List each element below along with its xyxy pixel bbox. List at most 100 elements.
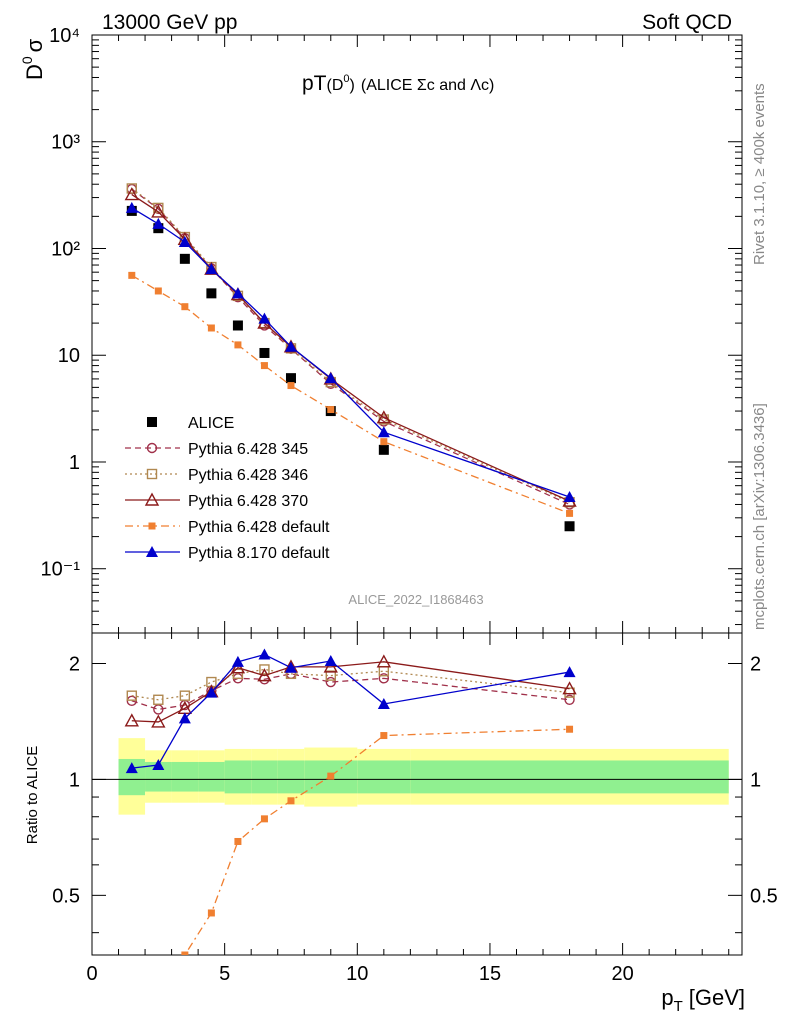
data-point	[154, 287, 162, 295]
data-point	[128, 271, 136, 279]
data-point	[152, 217, 165, 229]
data-point	[181, 303, 189, 311]
y-tick-label: 10³	[51, 132, 80, 154]
analysis-watermark: ALICE_2022_I1868463	[348, 592, 483, 607]
series-p345	[126, 183, 575, 510]
data-point	[258, 312, 271, 324]
legend-item-p346: Pythia 6.428 346	[125, 467, 308, 484]
data-point	[205, 263, 218, 275]
data-point	[234, 837, 242, 845]
y-tick-label: 10²	[51, 238, 80, 260]
data-point	[377, 426, 390, 438]
data-point	[144, 492, 160, 506]
header-right: Soft QCD	[642, 11, 732, 34]
side-text-mcplots: mcplots.cern.ch [arXiv:1306.3436]	[751, 403, 768, 630]
data-point	[148, 522, 156, 530]
data-point	[260, 815, 268, 823]
data-point	[152, 759, 165, 771]
data-point	[377, 697, 390, 709]
y-tick-label: 1	[69, 452, 80, 474]
series-line	[131, 207, 570, 498]
band-inner-segment	[410, 760, 729, 794]
ratio-y-tick-label: 2	[69, 653, 80, 675]
header-left: 13000 GeV pp	[102, 11, 237, 34]
band-inner-segment	[171, 761, 199, 792]
data-point	[178, 712, 191, 724]
data-point	[181, 951, 189, 955]
x-axis-label: pT [GeV]	[661, 985, 745, 1015]
series-line	[131, 274, 570, 514]
data-point	[259, 347, 270, 358]
ratio-line	[131, 673, 570, 711]
data-point	[146, 468, 158, 480]
band-inner-segment	[198, 761, 225, 792]
data-point	[325, 676, 336, 688]
data-point	[563, 666, 576, 678]
data-point	[284, 661, 297, 673]
data-point	[205, 686, 218, 698]
data-point	[231, 655, 244, 667]
data-point	[207, 909, 215, 917]
data-point	[179, 253, 190, 264]
legend-label: Pythia 6.428 345	[188, 441, 308, 458]
legend-label: Pythia 8.170 default	[188, 545, 330, 562]
side-text-rivet: Rivet 3.1.10, ≥ 400k events	[751, 83, 768, 265]
data-point	[257, 668, 272, 682]
x-tick-label: 0	[86, 963, 97, 985]
data-point	[376, 410, 392, 424]
ratio-y-tick-label: 0.5	[52, 885, 80, 907]
ratio-line	[131, 653, 570, 769]
ratio-series-p370	[124, 654, 577, 728]
legend-label: Pythia 6.428 default	[188, 519, 330, 536]
legend-item-p345: Pythia 6.428 345	[125, 441, 308, 458]
series-p346	[126, 183, 575, 508]
data-point	[324, 655, 337, 667]
legend-label: ALICE	[188, 415, 234, 432]
data-point	[562, 681, 577, 695]
data-point	[323, 659, 338, 673]
ratio-y-tick-label-right: 0.5	[750, 885, 778, 907]
data-point	[564, 694, 575, 705]
band-inner-segment	[251, 760, 278, 794]
ratio-y-tick-label: 1	[69, 769, 80, 791]
ratio-y-tick-label-right: 1	[750, 769, 761, 791]
x-tick-label: 15	[479, 963, 501, 985]
data-point	[178, 236, 191, 248]
data-point	[125, 762, 138, 774]
legend-item-p8def: Pythia 8.170 default	[125, 545, 330, 562]
legend-label: Pythia 6.428 346	[188, 467, 308, 484]
data-point	[126, 690, 137, 701]
data-point	[147, 417, 157, 427]
plot-title: pT(D0) (ALICE Σc and Λc)	[302, 72, 494, 95]
ratio-series-p6def	[181, 725, 574, 955]
legend-item-p370: Pythia 6.428 370	[125, 492, 308, 510]
data-point	[124, 187, 139, 201]
data-point	[327, 406, 335, 414]
data-point	[232, 668, 244, 680]
ratio-y-axis-label: Ratio to ALICE	[24, 746, 41, 844]
data-point	[124, 713, 139, 727]
ratio-line	[131, 668, 570, 701]
band-inner-segment	[224, 760, 252, 794]
data-point	[325, 670, 336, 681]
data-point	[327, 772, 335, 780]
series-p8def	[125, 201, 576, 502]
reference-band	[92, 738, 742, 815]
data-point	[378, 444, 389, 455]
ratio-series-p345	[126, 668, 575, 715]
y-tick-label: 10⁻¹	[41, 559, 81, 581]
data-point	[285, 373, 296, 384]
data-point	[566, 509, 574, 517]
axes: 0 5 10 15 20 10⁻¹ 1 10 10² 10³ 10⁴ 0.5 0.5 1 1 2 2	[41, 25, 778, 985]
data-point	[563, 490, 576, 502]
data-point	[232, 320, 243, 331]
data-point	[151, 714, 166, 728]
data-point	[207, 324, 215, 332]
ratio-series-p346	[126, 664, 575, 705]
data-point	[206, 288, 217, 299]
legend-label: Pythia 6.428 370	[188, 493, 308, 510]
data-point	[231, 287, 244, 299]
legend: ALICE Pythia 6.428 345 Pythia 6.428 346 Pyt…	[125, 415, 330, 562]
series-line	[131, 194, 570, 502]
